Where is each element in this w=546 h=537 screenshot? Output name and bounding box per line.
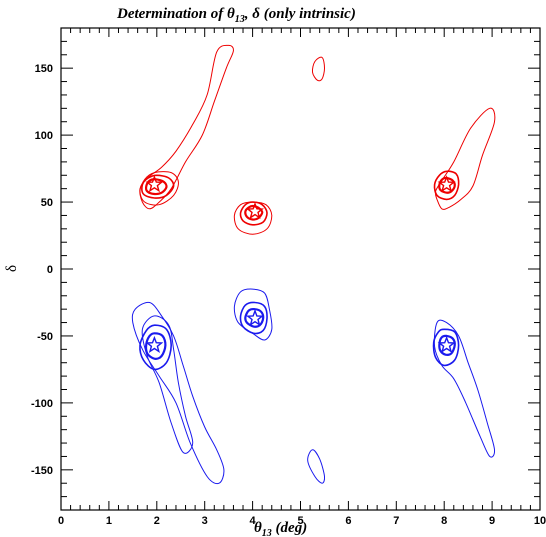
plot-frame <box>60 27 541 511</box>
red-contour-outer <box>233 201 273 235</box>
blue-contour-outer <box>131 301 225 485</box>
blue-contour-mid <box>432 328 460 367</box>
x-tick-label: 2 <box>154 515 160 527</box>
y-tick-label: -50 <box>37 331 53 343</box>
x-tick-label: 6 <box>345 515 351 527</box>
red-star-marker <box>437 175 456 193</box>
y-tick-label: 50 <box>41 197 53 209</box>
red-contour-outer <box>311 56 326 82</box>
red-star-marker <box>246 201 264 220</box>
contour-lines <box>131 44 496 485</box>
x-tick-label: 10 <box>534 515 546 527</box>
x-tick-labels: 0 1 2 3 4 5 6 7 8 9 10 <box>58 515 546 527</box>
x-tick-label: 4 <box>250 515 257 527</box>
x-axis-label: θ13 (deg) <box>254 520 307 537</box>
blue-star-marker <box>145 335 164 354</box>
blue-star-marker <box>246 309 264 327</box>
red-star-marker <box>145 175 164 193</box>
y-tick-label: -150 <box>31 465 53 477</box>
chart-title-sub: 13 <box>235 14 245 25</box>
y-tick-label: 100 <box>35 130 53 142</box>
x-axis-label-rest: (deg) <box>272 520 307 536</box>
x-tick-label: 0 <box>58 515 64 527</box>
x-axis-label-main: θ <box>254 520 262 536</box>
x-tick-label: 7 <box>393 515 399 527</box>
blue-contour-inner <box>244 307 265 328</box>
axis-ticks <box>60 27 541 511</box>
chart-title-main: Determination of θ <box>116 6 235 22</box>
x-tick-label: 5 <box>297 515 303 527</box>
x-tick-label: 3 <box>202 515 208 527</box>
x-tick-label: 9 <box>489 515 495 527</box>
y-tick-labels: -150 -100 -50 0 50 100 150 <box>31 63 53 477</box>
x-tick-label: 8 <box>441 515 447 527</box>
blue-contour-outer <box>307 449 326 484</box>
blue-contour-outer <box>233 288 273 341</box>
y-tick-label: 0 <box>47 264 53 276</box>
y-axis-label: δ <box>4 265 20 272</box>
blue-contour-outer <box>433 319 496 458</box>
blue-contour-mid <box>239 301 268 335</box>
true-value-stars <box>145 175 456 354</box>
blue-contour-mid <box>139 324 173 371</box>
red-contour-mid <box>239 201 268 226</box>
red-contour-mid <box>433 170 460 201</box>
red-contour-mid <box>141 174 175 199</box>
x-tick-label: 1 <box>106 515 112 527</box>
chart-title: Determination of θ13, δ (only intrinsic) <box>116 6 356 25</box>
blue-contour-inner <box>144 332 167 360</box>
blue-star-marker <box>437 335 456 354</box>
blue-contour-inner <box>438 334 456 356</box>
red-contour-outer <box>434 107 496 210</box>
x-axis-label-sub: 13 <box>262 528 272 537</box>
chart-title-rest: , δ (only intrinsic) <box>244 6 356 22</box>
red-contour-outer <box>139 44 234 210</box>
y-tick-label: -100 <box>31 398 53 410</box>
y-tick-label: 150 <box>35 63 53 75</box>
